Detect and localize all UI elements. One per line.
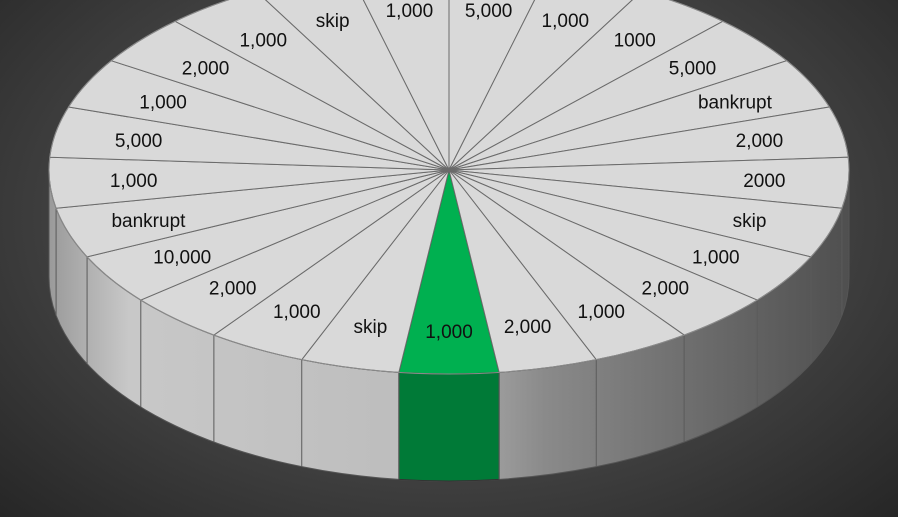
wheel-segment-label: 1,000 [239,31,287,52]
wheel-side [48,169,850,482]
wheel-segment-label: 1,000 [542,11,590,32]
wheel-segment-label: 2,000 [642,278,690,299]
wheel-segment-label: 1,000 [110,171,158,192]
wheel-segment-label: skip [354,317,388,338]
wheel-segment-label: 2000 [743,171,785,192]
wheel-segment-label: 1000 [614,31,656,52]
wheel-segment-label: 5,000 [669,58,717,79]
wheel-segment-label: skip [733,211,767,232]
wheel-segment-label: 1,000 [386,1,434,22]
wheel-segment-label: 1,000 [273,302,321,323]
wheel-segment-label: 5,000 [465,1,513,22]
wheel-rim [48,0,850,375]
wheel-segment-label: 5,000 [115,131,163,152]
wheel-segment-label: 2,000 [736,131,784,152]
wheel-segment-label: 2,000 [209,278,257,299]
wheel-segment[interactable] [256,0,450,171]
wheel-face [48,0,850,375]
wheel-segment[interactable] [350,0,450,171]
highlighted-segment-side [398,371,500,482]
wheel-segment-label: bankrupt [698,92,773,113]
wheel-segment-label: skip [316,11,350,32]
wheel-segment-label: bankrupt [111,211,186,232]
wheel-segment-label: 1,000 [425,322,473,343]
wheel-segment-label: 2,000 [504,317,552,338]
wheel-segment-label: 1,000 [577,302,625,323]
wheel-segment-label: 1,000 [692,247,740,268]
wheel-segment-label: 2,000 [182,58,230,79]
wheel-segment-label: 1,000 [139,92,187,113]
wheel-labels: 1,000skip1,0002,00010,000bankrupt1,0005,… [110,1,786,343]
wheel-segment-label: 10,000 [153,247,211,268]
